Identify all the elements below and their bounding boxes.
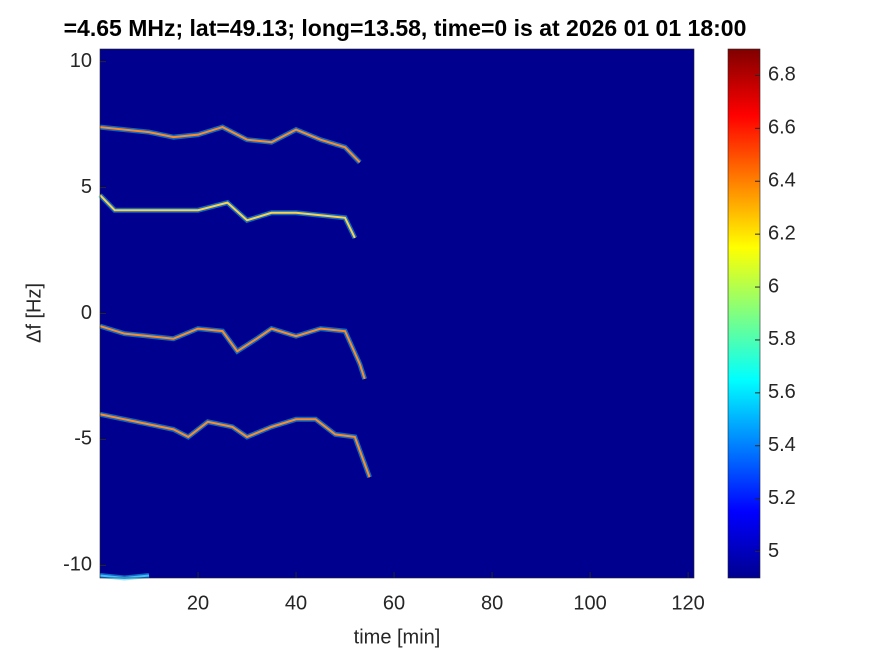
colorbar-tick-label: 6.8: [768, 64, 796, 86]
x-tick-label: 120: [671, 592, 704, 614]
y-axis-label: Δf [Hz]: [23, 283, 45, 343]
colorbar-tick-label: 5: [768, 540, 779, 562]
x-axis-label: time [min]: [354, 626, 441, 648]
colorbar-tick-label: 6: [768, 275, 779, 297]
colorbar: [727, 48, 761, 579]
y-tick-label: 0: [81, 302, 92, 324]
plot-background: [100, 49, 694, 578]
x-tick-label: 40: [285, 592, 307, 614]
trace: [99, 126, 361, 164]
colorbar-tick-label: 5.8: [768, 328, 796, 350]
y-tick-label: -5: [74, 428, 92, 450]
y-tick-label: -10: [63, 554, 92, 576]
trace: [99, 194, 356, 239]
colorbar-tick-label: 5.2: [768, 487, 796, 509]
x-tick-label: 20: [187, 592, 209, 614]
colorbar-tick-label: 6.4: [768, 170, 796, 192]
y-tick-label: 10: [70, 50, 92, 72]
colorbar-tick-label: 5.4: [768, 434, 796, 456]
colorbar-tick-label: 6.2: [768, 222, 796, 244]
colorbar-tick-label: 6.6: [768, 117, 796, 139]
x-tick-label: 60: [383, 592, 405, 614]
x-tick-label: 80: [481, 592, 503, 614]
y-tick-label: 5: [81, 176, 92, 198]
trace: [99, 413, 371, 478]
trace: [99, 325, 366, 380]
chart-title: =4.65 MHz; lat=49.13; long=13.58, time=0…: [64, 15, 747, 41]
colorbar-tick-label: 5.6: [768, 381, 796, 403]
x-tick-label: 100: [573, 592, 606, 614]
